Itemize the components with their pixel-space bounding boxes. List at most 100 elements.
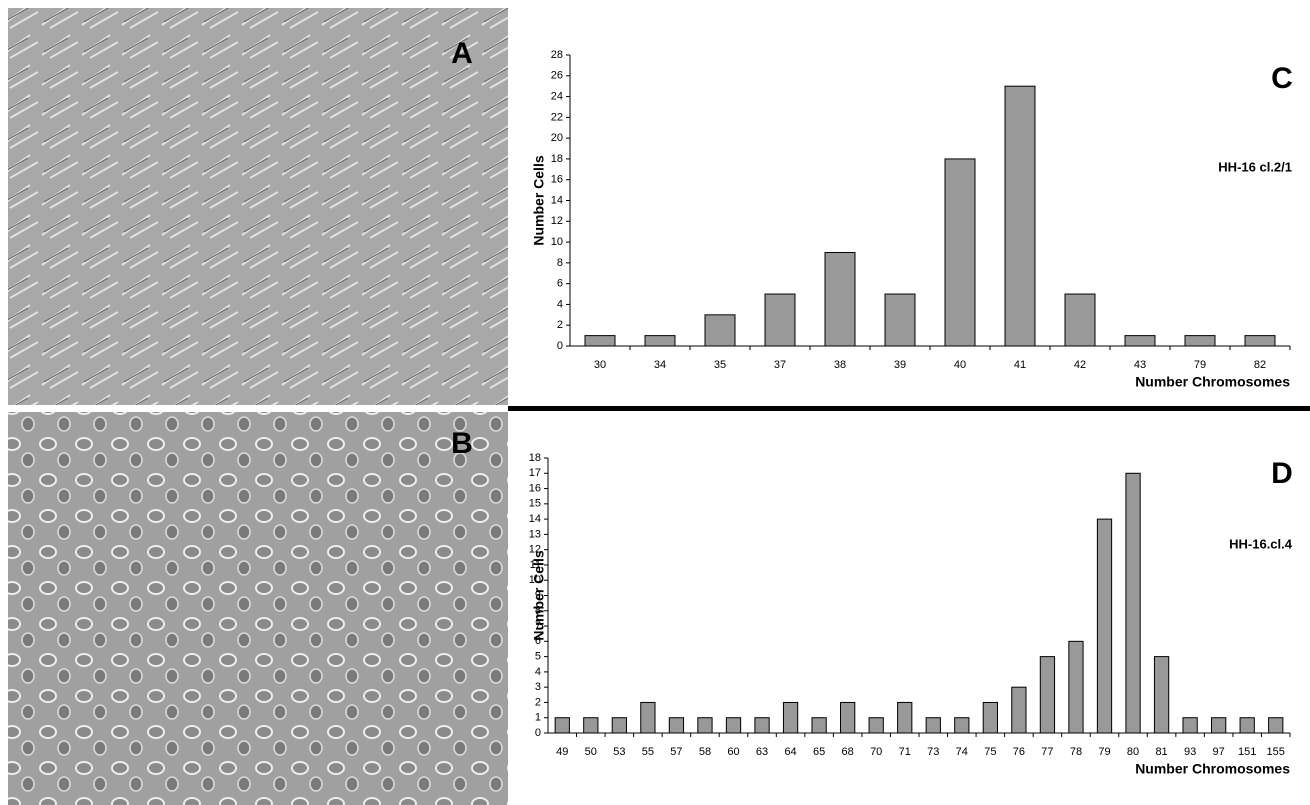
- y-tick-label: 9: [535, 589, 541, 601]
- y-tick-label: 12: [529, 544, 541, 556]
- bar: [1239, 717, 1255, 734]
- y-tick-label: 8: [557, 257, 563, 269]
- y-tick-label: 28: [551, 49, 563, 61]
- bar: [840, 701, 856, 734]
- x-tick-label: 60: [727, 746, 739, 758]
- y-tick-label: 0: [535, 727, 541, 739]
- y-tick-label: 4: [535, 666, 541, 678]
- y-tick-label: 2: [557, 319, 563, 331]
- x-tick-label: 68: [842, 746, 854, 758]
- y-tick-label: 15: [529, 498, 541, 510]
- annotation: HH-16 cl.2/1: [1218, 159, 1292, 174]
- x-tick-label: 49: [556, 746, 568, 758]
- bar: [868, 717, 884, 734]
- bar: [944, 158, 976, 347]
- bar: [1182, 717, 1198, 734]
- x-tick-label: 82: [1254, 359, 1266, 371]
- bar: [754, 717, 770, 734]
- y-tick-label: 13: [529, 528, 541, 540]
- panel-label: D: [1271, 457, 1293, 490]
- bar: [824, 251, 856, 347]
- y-tick-label: 2: [535, 696, 541, 708]
- y-tick-label: 1: [535, 712, 541, 724]
- y-tick-label: 5: [535, 651, 541, 663]
- x-tick-label: 53: [613, 746, 625, 758]
- bar: [697, 717, 713, 734]
- bar: [811, 717, 827, 734]
- annotation: HH-16.cl.4: [1229, 536, 1293, 551]
- x-tick-label: 79: [1194, 359, 1206, 371]
- y-tick-label: 14: [551, 194, 563, 206]
- y-tick-label: 7: [535, 620, 541, 632]
- bar: [1096, 518, 1113, 734]
- x-tick-label: 41: [1014, 359, 1026, 371]
- y-tick-label: 6: [535, 635, 541, 647]
- bar: [1211, 717, 1227, 734]
- x-tick-label: 40: [954, 359, 966, 371]
- x-tick-label: 81: [1155, 746, 1167, 758]
- panel-label: C: [1271, 62, 1293, 95]
- bar: [668, 717, 685, 734]
- micrograph: [8, 8, 508, 405]
- bar: [725, 717, 742, 734]
- x-tick-label: 38: [834, 359, 846, 371]
- y-tick-label: 14: [529, 513, 541, 525]
- x-tick-label: 34: [654, 359, 666, 371]
- bar: [1244, 335, 1276, 347]
- y-tick-label: 4: [557, 298, 563, 310]
- x-tick-label: 80: [1127, 746, 1139, 758]
- bar: [584, 335, 616, 347]
- y-tick-label: 26: [551, 70, 563, 82]
- x-tick-label: 155: [1267, 746, 1285, 758]
- x-tick-label: 58: [699, 746, 711, 758]
- micrograph: [8, 412, 508, 805]
- bar: [554, 717, 570, 734]
- y-tick-label: 10: [529, 574, 541, 586]
- x-tick-label: 35: [714, 359, 726, 371]
- bar: [644, 335, 676, 347]
- panel-label: A: [451, 37, 473, 70]
- bar: [1153, 656, 1170, 734]
- bar: [1125, 472, 1141, 734]
- x-tick-label: 37: [774, 359, 786, 371]
- bar: [884, 293, 916, 347]
- x-tick-label: 79: [1098, 746, 1110, 758]
- x-tick-label: 55: [642, 746, 654, 758]
- x-tick-label: 50: [585, 746, 597, 758]
- bar: [764, 293, 796, 347]
- bar: [583, 717, 599, 734]
- y-tick-label: 24: [551, 90, 563, 102]
- x-tick-label: 42: [1074, 359, 1086, 371]
- x-tick-label: 43: [1134, 359, 1146, 371]
- x-tick-label: 78: [1070, 746, 1082, 758]
- y-tick-label: 17: [529, 467, 541, 479]
- y-tick-label: 3: [535, 681, 541, 693]
- bar: [1068, 640, 1084, 734]
- bar: [1004, 85, 1036, 347]
- bar: [897, 701, 913, 734]
- bar: [704, 314, 736, 347]
- bar: [1039, 656, 1056, 734]
- y-tick-label: 16: [551, 174, 563, 186]
- y-tick-label: 6: [557, 278, 563, 290]
- y-tick-label: 18: [529, 452, 541, 464]
- bar: [1064, 293, 1096, 347]
- x-tick-label: 63: [756, 746, 768, 758]
- y-tick-label: 8: [535, 605, 541, 617]
- bar: [925, 717, 941, 734]
- y-axis-title: Number Cells: [531, 550, 547, 640]
- x-tick-label: 93: [1184, 746, 1196, 758]
- y-tick-label: 0: [557, 340, 563, 352]
- x-tick-label: 39: [894, 359, 906, 371]
- x-tick-label: 151: [1238, 746, 1256, 758]
- bar: [1184, 335, 1216, 347]
- bar: [1268, 717, 1284, 734]
- y-tick-label: 16: [529, 482, 541, 494]
- x-tick-label: 71: [899, 746, 911, 758]
- x-tick-label: 57: [670, 746, 682, 758]
- y-tick-label: 22: [551, 111, 563, 123]
- y-axis-title: Number Cells: [531, 155, 547, 245]
- y-tick-label: 20: [551, 132, 563, 144]
- x-tick-label: 75: [984, 746, 996, 758]
